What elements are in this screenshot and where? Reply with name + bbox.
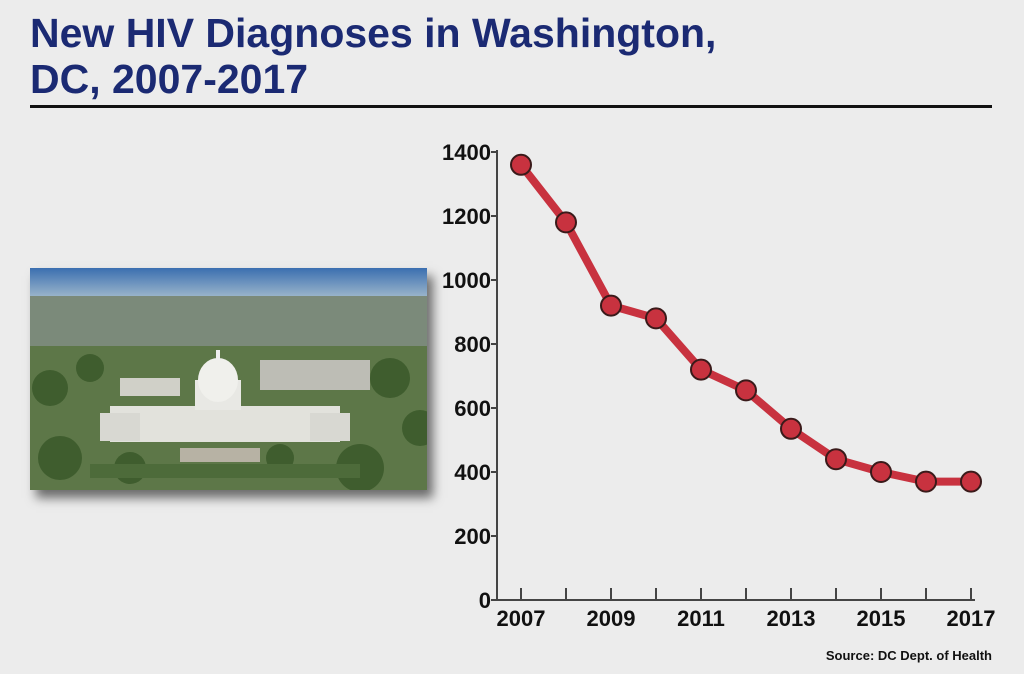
chart-title: New HIV Diagnoses in Washington, DC, 2007… <box>30 10 717 102</box>
y-tick-label: 400 <box>454 460 491 485</box>
data-point <box>735 379 757 402</box>
x-tick-label: 2011 <box>677 606 725 631</box>
x-tick-label: 2013 <box>767 606 816 631</box>
data-point <box>825 448 847 471</box>
y-tick-label: 1000 <box>442 268 491 293</box>
capitol-photo <box>30 268 427 490</box>
data-point <box>870 461 892 483</box>
data-point <box>555 211 577 234</box>
source-note: Source: DC Dept. of Health <box>825 648 992 663</box>
y-tick-label: 1400 <box>442 140 491 165</box>
y-tick-label: 600 <box>454 396 491 421</box>
y-tick-label: 0 <box>479 588 491 613</box>
series-line <box>517 162 971 486</box>
x-tick-label: 2007 <box>497 606 546 631</box>
y-tick-label: 200 <box>454 524 491 549</box>
data-point <box>780 417 802 440</box>
data-point <box>510 153 532 176</box>
x-tick-label: 2017 <box>947 606 996 631</box>
data-point <box>960 470 982 493</box>
y-tick-label: 800 <box>454 332 491 357</box>
data-point <box>915 470 937 493</box>
y-tick-label: 1200 <box>442 204 491 229</box>
x-tick-label: 2015 <box>857 606 906 631</box>
data-point <box>645 307 667 330</box>
data-point <box>690 358 712 381</box>
data-point <box>600 294 622 317</box>
x-tick-label: 2009 <box>587 606 636 631</box>
title-divider <box>30 105 992 108</box>
